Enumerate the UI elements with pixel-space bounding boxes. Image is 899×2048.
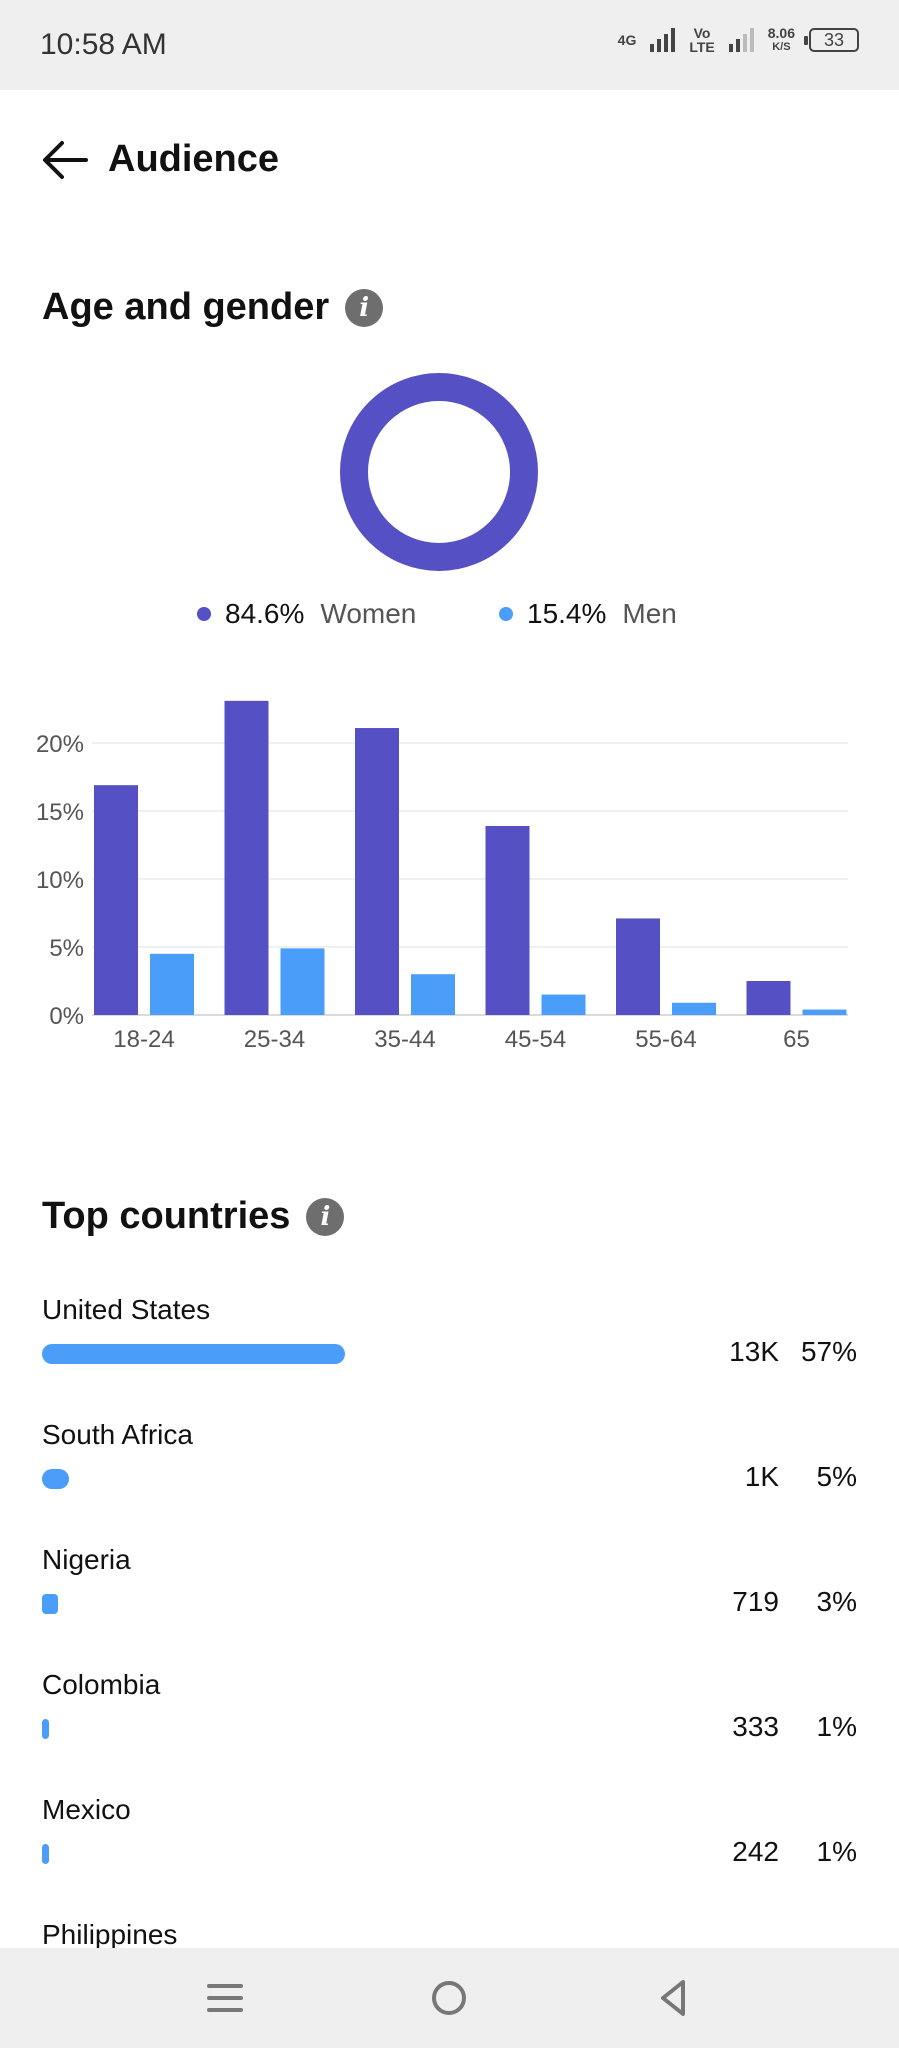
country-row: Mexico 242 1% — [42, 1794, 857, 1914]
x-tick-label: 65 — [783, 1026, 810, 1053]
country-bar — [42, 1719, 49, 1739]
country-row: Philippines — [42, 1919, 857, 2039]
battery-icon: 33 — [804, 28, 859, 52]
country-name: South Africa — [42, 1419, 193, 1450]
country-row: United States 13K 57% — [42, 1294, 857, 1414]
x-tick-label: 55-64 — [635, 1026, 696, 1053]
network-type-label: 4G — [617, 32, 637, 48]
y-tick-label: 10% — [36, 867, 84, 894]
country-row: South Africa 1K 5% — [42, 1419, 857, 1539]
bar-men-35-44 — [411, 974, 455, 1015]
y-tick-label: 20% — [36, 731, 84, 758]
y-tick-label: 15% — [36, 799, 84, 826]
x-tick-label: 18-24 — [113, 1026, 174, 1053]
bar-women-35-44 — [355, 728, 399, 1015]
signal-icon — [650, 28, 676, 52]
bar-women-45-54 — [485, 825, 530, 1015]
legend-dot-women — [197, 607, 211, 621]
country-name: Colombia — [42, 1669, 161, 1700]
country-percent: 1% — [816, 1711, 857, 1742]
status-bar: 10:58 AM 4G Vo LTE 8.06 K/S 33 — [0, 0, 899, 90]
info-icon[interactable]: i — [306, 1197, 345, 1236]
bar-men-45-54 — [541, 994, 586, 1015]
donut-women-segment — [340, 373, 538, 571]
gender-donut-chart — [340, 373, 538, 571]
bar-women-18-24 — [94, 785, 138, 1015]
country-percent: 5% — [816, 1461, 857, 1492]
system-nav-bar — [0, 1948, 899, 2048]
country-row: Nigeria 719 3% — [42, 1544, 857, 1664]
bar-men-25-34 — [280, 948, 325, 1015]
top-countries-title: Top countries i — [42, 1195, 345, 1238]
x-tick-label: 45-54 — [505, 1026, 566, 1053]
country-bar — [42, 1344, 345, 1364]
country-bar — [42, 1469, 69, 1489]
country-bar — [42, 1844, 49, 1864]
y-tick-label: 5% — [49, 935, 84, 962]
bar-women-25-34 — [224, 700, 269, 1015]
info-icon[interactable]: i — [345, 288, 384, 327]
legend-men: 15.4% Men — [499, 598, 677, 630]
country-percent: 1% — [816, 1836, 857, 1867]
country-count: 13K — [729, 1336, 779, 1367]
menu-icon[interactable] — [197, 1972, 253, 2024]
country-count: 1K — [744, 1461, 779, 1492]
home-circle-icon[interactable] — [421, 1972, 477, 2024]
page-title: Audience — [108, 138, 280, 180]
bar-women-65 — [746, 981, 791, 1015]
legend-dot-men — [499, 607, 513, 621]
arrow-left-icon[interactable] — [40, 137, 90, 183]
country-bar — [42, 1594, 58, 1614]
status-icons: 4G Vo LTE 8.06 K/S 33 — [618, 26, 859, 54]
volte-icon: Vo LTE — [689, 25, 715, 55]
bar-men-65 — [802, 1009, 847, 1015]
back-triangle-icon[interactable] — [645, 1972, 701, 2024]
bar-men-55-64 — [672, 1002, 716, 1015]
country-name: Nigeria — [42, 1544, 131, 1575]
signal-icon-2 — [728, 28, 754, 52]
country-count: 719 — [732, 1586, 779, 1617]
country-count: 242 — [732, 1836, 779, 1867]
age-gender-title: Age and gender i — [42, 286, 384, 329]
country-name: United States — [42, 1294, 211, 1325]
country-row: Colombia 333 1% — [42, 1669, 857, 1789]
bar-women-55-64 — [616, 918, 660, 1015]
country-name: Mexico — [42, 1794, 131, 1825]
country-name: Philippines — [42, 1919, 178, 1950]
network-speed: 8.06 K/S — [767, 25, 795, 53]
age-bar-chart: 0% 5% 10% 15% 20% 18-24 25-34 35-44 45-54 55-64 65 — [36, 700, 848, 1053]
x-tick-label: 35-44 — [374, 1026, 435, 1053]
country-percent: 3% — [816, 1586, 857, 1617]
status-time: 10:58 AM — [40, 28, 167, 61]
country-percent: 57% — [800, 1336, 857, 1367]
gender-legend: 84.6% Women 15.4% Men — [0, 598, 899, 642]
legend-women: 84.6% Women — [197, 598, 416, 630]
y-tick-label: 0% — [49, 1003, 84, 1030]
app-header: Audience — [0, 90, 899, 230]
bar-men-18-24 — [150, 953, 194, 1015]
x-tick-label: 25-34 — [244, 1026, 305, 1053]
country-count: 333 — [732, 1711, 779, 1742]
